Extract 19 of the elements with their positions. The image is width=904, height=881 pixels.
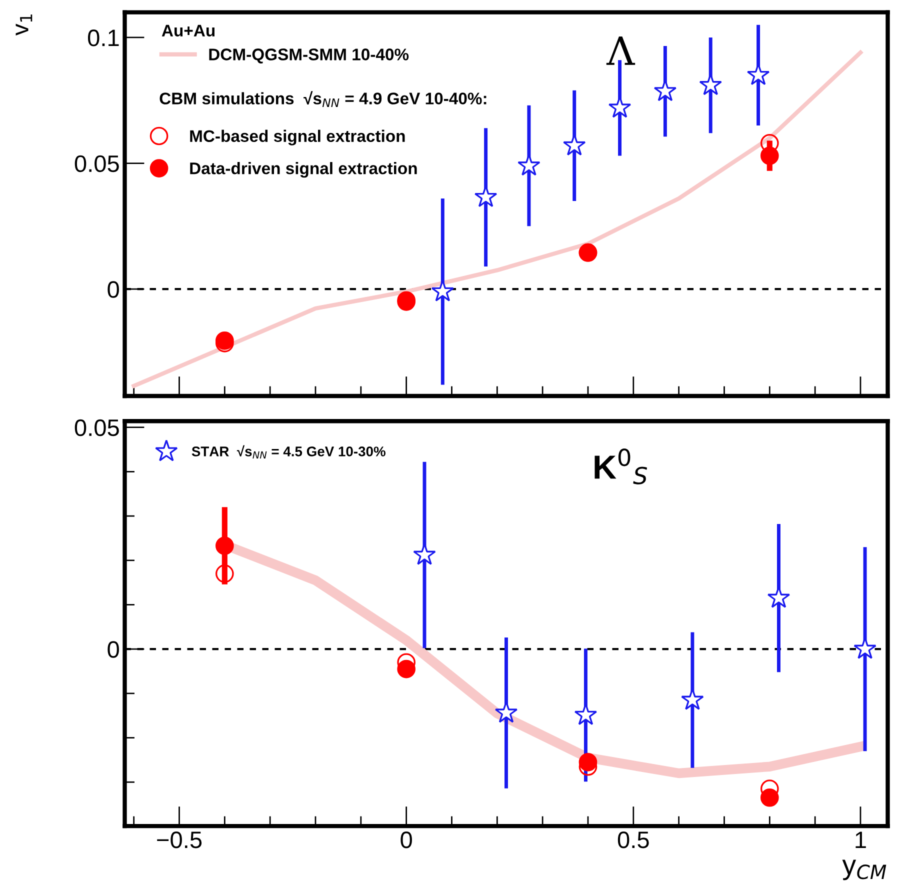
x-tick-label: −0.5 [157, 832, 202, 848]
legend-label: DCM-QGSM-SMM 10-40% [209, 48, 409, 64]
legend-label: STAR √s$_{NN}$ = 4.5 GeV 10-30% [192, 445, 386, 459]
legend-label: Data-driven signal extraction [190, 162, 417, 178]
y-tick-label: 0 [108, 281, 119, 298]
chart-title: Λ [606, 36, 636, 65]
legend-label: MC-based signal extraction [190, 130, 405, 146]
text: K$^{0}$$_{S}$ [594, 448, 648, 484]
legend-title: Au+Au [162, 24, 215, 36]
x-tick-label: 0 [400, 832, 412, 848]
x-tick-label: 1 [856, 832, 866, 848]
y-tick-label: 0.1 [88, 30, 119, 46]
x-axis-title: y$_{CM}$ [842, 860, 886, 880]
annotation: CBM simulations √s$_{NN}$ = 4.9 GeV 10-40%: [160, 91, 486, 107]
y-tick-label: 0 [108, 641, 119, 658]
x-tick-label: 0.5 [618, 832, 649, 848]
y-tick-label: 0.05 [74, 155, 119, 172]
y-tick-label: 0.05 [74, 419, 119, 436]
y-axis-title: v$_{1}$ [16, 14, 32, 36]
